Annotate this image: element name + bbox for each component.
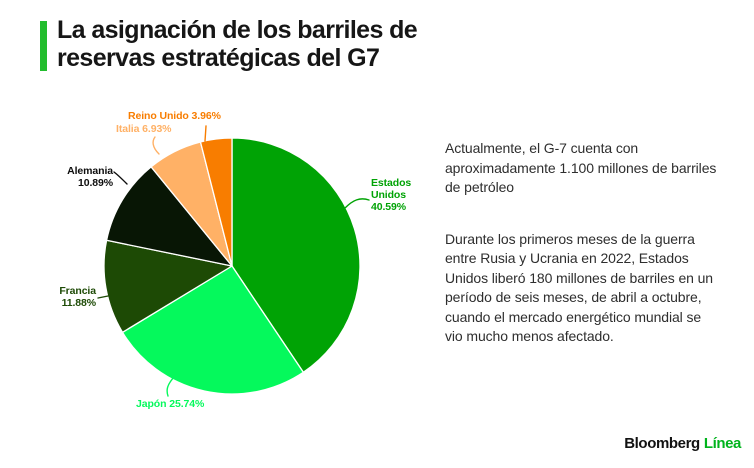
- leader-line-estados-unidos: [344, 198, 370, 209]
- page-title-line-2: reservas estratégicas del G7: [57, 44, 380, 72]
- bloomberg-linea-logo: Bloomberg Línea: [624, 435, 741, 452]
- pie-label-alemania: Alemania 10.89%: [46, 165, 113, 189]
- leader-line-japon: [166, 376, 175, 397]
- leader-line-francia: [97, 295, 109, 299]
- pie-label-text: Estados: [371, 177, 412, 189]
- page-title-line-1: La asignación de los barriles de: [57, 16, 418, 44]
- pie-slice-alemania: [105, 166, 233, 267]
- pie-slice-francia: [103, 239, 233, 333]
- pie-label-japon: Japón 25.74%: [136, 398, 204, 410]
- pie-label-reino-unido: Reino Unido 3.96%: [128, 110, 221, 122]
- pie-label-estados-unidos: Estados Unidos 40.59%: [371, 177, 411, 213]
- pie-label-text: Francia: [59, 285, 96, 297]
- title-accent-bar: [40, 21, 47, 71]
- brand-bloomberg: Bloomberg: [624, 435, 700, 452]
- annotation-paragraph-1: Actualmente, el G-7 cuenta con aproximad…: [445, 140, 717, 195]
- pie-slice-estados-unidos: [231, 137, 361, 373]
- pie-label-francia: Francia 11.88%: [36, 285, 96, 309]
- pie-label-value: 40.59%: [371, 201, 407, 213]
- pie-label-text: Italia 6.93%: [116, 123, 172, 135]
- pie-label-value: 10.89%: [77, 177, 113, 189]
- annotation-block: Actualmente, el G-7 cuenta con aproximad…: [445, 139, 717, 347]
- leader-line-alemania: [113, 171, 128, 185]
- pie-label-text: Japón 25.74%: [136, 398, 205, 410]
- annotation-paragraph-2: Durante los primeros meses de la guerra …: [445, 230, 713, 345]
- leader-line-italia: [152, 136, 160, 155]
- pie-slice-japon: [121, 265, 304, 395]
- pie-label-text: Unidos: [371, 189, 406, 201]
- pie-slices-group: [103, 137, 361, 395]
- pie-label-value: 11.88%: [61, 297, 97, 309]
- brand-linea: Línea: [703, 435, 742, 452]
- pie-label-text: Alemania: [67, 165, 113, 177]
- pie-label-italia: Italia 6.93%: [116, 123, 172, 135]
- leader-line-reino-unido: [204, 125, 207, 142]
- pie-label-text: Reino Unido 3.96%: [128, 110, 221, 122]
- page-title: La asignación de los barriles de reserva…: [57, 16, 418, 72]
- pie-slice-reino-unido: [199, 137, 233, 267]
